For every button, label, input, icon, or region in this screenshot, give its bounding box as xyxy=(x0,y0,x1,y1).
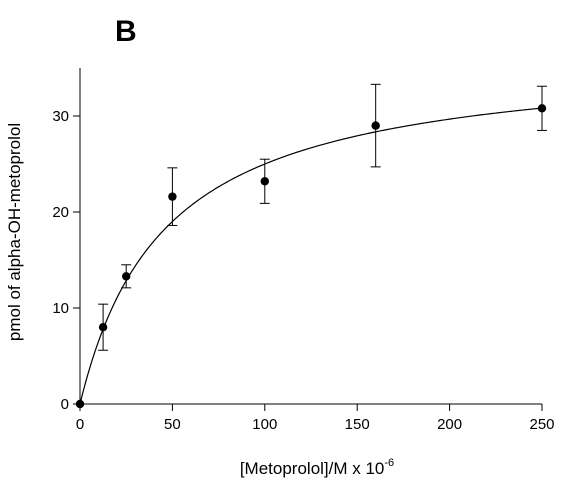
x-axis-title-text: [Metoprolol]/M x 10 xyxy=(240,459,385,478)
x-tick-label: 0 xyxy=(76,416,84,433)
y-tick-label: 30 xyxy=(52,108,69,125)
x-tick-label: 100 xyxy=(252,416,277,433)
data-point xyxy=(168,192,177,201)
x-axis-title-superscript: -6 xyxy=(384,457,394,469)
x-tick-label: 150 xyxy=(345,416,370,433)
x-tick-label: 50 xyxy=(164,416,181,433)
y-axis-title-text: pmol of alpha-OH-metoprolol xyxy=(5,123,24,341)
data-point xyxy=(260,177,269,186)
y-tick-label: 0 xyxy=(61,396,69,413)
data-point xyxy=(75,399,85,409)
fit-curve xyxy=(79,107,543,405)
data-point xyxy=(98,323,108,332)
panel-label: B xyxy=(115,15,137,48)
y-tick-label: 20 xyxy=(52,204,69,221)
x-axis-title: [Metoprolol]/M x 10-6 xyxy=(240,457,394,478)
plot-area: 0 10 20 30 0 50 100 150 200 250 xyxy=(52,68,555,433)
data-point xyxy=(122,272,131,281)
y-axis-title: pmol of alpha-OH-metoprolol xyxy=(5,123,24,341)
x-tick-label: 250 xyxy=(529,416,554,433)
data-point xyxy=(537,104,547,113)
y-tick-label: 10 xyxy=(52,300,69,317)
data-point xyxy=(371,121,380,130)
x-tick-label: 200 xyxy=(437,416,462,433)
